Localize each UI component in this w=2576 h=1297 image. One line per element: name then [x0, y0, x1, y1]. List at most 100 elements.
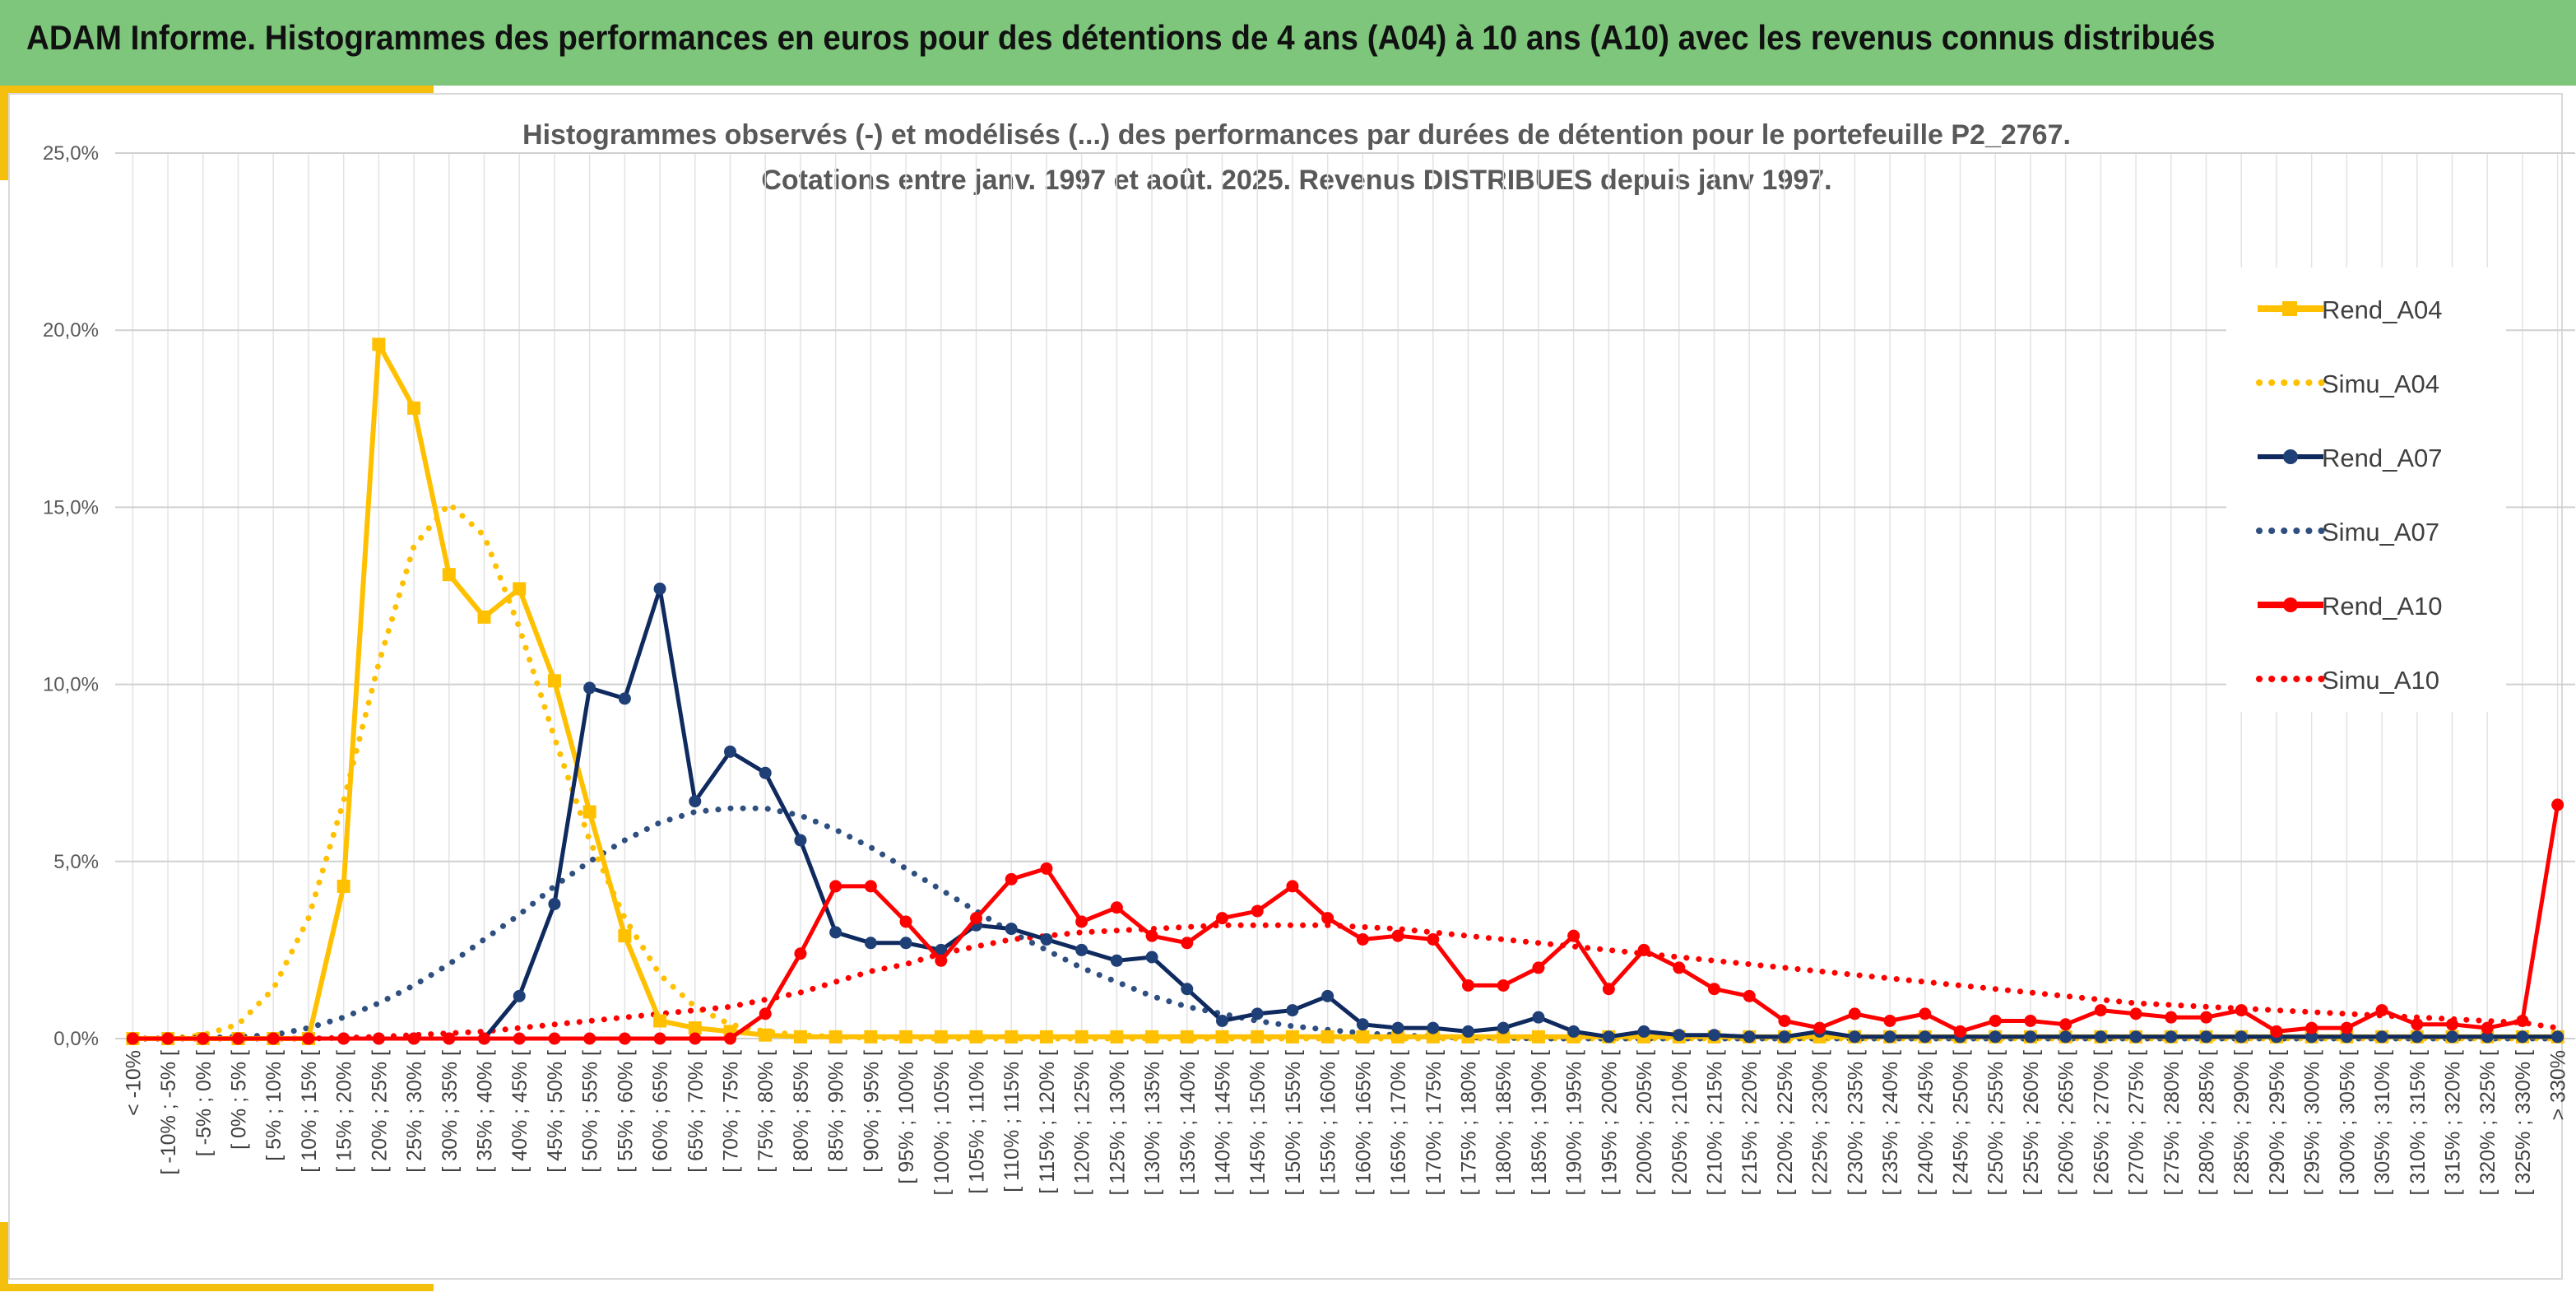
x-tick-label: [ 300% ; 305% [ [2336, 1050, 2359, 1196]
data-point-rend-a10 [1427, 932, 1440, 946]
x-tick-label: [ 140% ; 145% [ [1212, 1050, 1235, 1196]
data-point-rend-a10 [1181, 937, 1194, 950]
data-point-rend-a10 [899, 915, 912, 928]
series-line-rend-a07 [132, 586, 2558, 1041]
data-point-rend-a10 [2375, 1004, 2388, 1017]
legend-item-rend-a07: Rend_A07 [2226, 440, 2506, 473]
x-tick-label: [ 45% ; 50% [ [544, 1050, 567, 1173]
data-point-rend-a10 [2024, 1014, 2037, 1027]
header-banner: ADAM Informe. Histogrammes des performan… [0, 0, 2576, 86]
x-tick-label: [ -5% ; 0% [ [193, 1050, 216, 1156]
data-point-rend-a07 [1708, 1029, 1720, 1042]
legend: Rend_A04 Simu_A04 Rend_A07 Simu_A07 Rend… [2226, 267, 2506, 712]
data-point-rend-a04 [407, 401, 421, 415]
data-point-rend-a10 [1743, 989, 1756, 1002]
data-point-rend-a07 [1602, 1030, 1615, 1044]
data-point-rend-a07 [653, 582, 666, 595]
legend-label: Rend_A04 [2322, 295, 2443, 324]
legend-item-rend-a10: Rend_A10 [2226, 588, 2506, 621]
chart-frame [8, 93, 2563, 1280]
accent-bar-left-bottom [0, 1222, 8, 1291]
x-tick-label: [ 240% ; 245% [ [1915, 1050, 1938, 1196]
x-tick-label: [ 205% ; 210% [ [1669, 1050, 1692, 1196]
data-point-rend-a04 [618, 929, 632, 943]
data-point-rend-a10 [2446, 1018, 2458, 1031]
data-point-rend-a04 [1110, 1030, 1124, 1044]
data-point-rend-a07 [2129, 1030, 2142, 1044]
data-point-rend-a10 [267, 1032, 280, 1045]
x-tick-label: [ 35% ; 40% [ [474, 1050, 497, 1173]
x-tick-label: [ 215% ; 220% [ [1738, 1050, 1761, 1196]
legend-item-simu-a10: Simu_A10 [2226, 662, 2506, 695]
x-tick-label: [ 310% ; 315% [ [2407, 1050, 2430, 1196]
x-tick-label: [ 70% ; 75% [ [720, 1050, 743, 1173]
legend-label: Simu_A10 [2322, 666, 2440, 695]
data-point-rend-a07 [618, 692, 631, 705]
data-point-rend-a10 [1110, 901, 1123, 914]
legend-symbol-dotted [2256, 528, 2327, 534]
x-tick-label: [ 100% ; 105% [ [931, 1050, 954, 1196]
data-point-rend-a07 [1075, 943, 1088, 956]
x-tick-label: [ 5% ; 10% [ [262, 1050, 285, 1161]
data-point-rend-a07 [1567, 1025, 1580, 1038]
x-tick-label: [ 295% ; 300% [ [2301, 1050, 2324, 1196]
legend-symbol-solid-square [2258, 301, 2323, 316]
data-point-rend-a10 [126, 1032, 139, 1045]
x-tick-label: [ 230% ; 235% [ [1844, 1050, 1867, 1196]
x-tick-label: [ 235% ; 240% [ [1879, 1050, 1902, 1196]
data-point-rend-a07 [1532, 1011, 1545, 1024]
data-point-rend-a10 [2340, 1021, 2353, 1034]
data-point-rend-a10 [1251, 904, 1264, 918]
data-point-rend-a10 [759, 1007, 772, 1020]
data-point-rend-a07 [2551, 1030, 2564, 1044]
data-point-rend-a04 [372, 337, 386, 351]
data-point-rend-a10 [513, 1032, 526, 1045]
data-point-rend-a10 [618, 1032, 631, 1045]
x-tick-label: [ 165% ; 170% [ [1387, 1050, 1410, 1196]
data-point-rend-a07 [829, 926, 842, 939]
x-tick-label: [ 80% ; 85% [ [790, 1050, 813, 1173]
legend-symbol-solid-circle [2258, 597, 2323, 612]
data-point-rend-a10 [197, 1032, 210, 1045]
data-point-rend-a04 [442, 568, 456, 582]
x-tick-label: [ 305% ; 310% [ [2371, 1050, 2394, 1196]
data-point-rend-a10 [443, 1032, 456, 1045]
y-tick-label: 15,0% [43, 496, 99, 518]
grid [115, 152, 2575, 1039]
data-point-rend-a10 [1602, 983, 1615, 996]
data-point-rend-a10 [1532, 961, 1545, 974]
data-point-rend-a07 [794, 834, 807, 847]
data-point-rend-a07 [1005, 923, 1018, 936]
data-point-rend-a10 [2516, 1014, 2529, 1027]
data-point-rend-a04 [1180, 1030, 1194, 1044]
data-point-rend-a07 [1145, 951, 1158, 964]
x-tick-label: [ 75% ; 80% [ [754, 1050, 777, 1173]
legend-label: Simu_A07 [2322, 518, 2440, 546]
data-point-rend-a10 [2411, 1018, 2424, 1031]
legend-item-simu-a04: Simu_A04 [2226, 366, 2506, 399]
data-point-rend-a07 [548, 897, 561, 910]
data-point-rend-a04 [1215, 1030, 1229, 1044]
data-point-rend-a04 [793, 1030, 807, 1044]
data-point-rend-a07 [1778, 1030, 1791, 1044]
chart-subtitle: Cotations entre janv. 1997 et août. 2025… [761, 165, 1831, 196]
data-point-rend-a10 [864, 880, 877, 893]
data-point-rend-a10 [1321, 912, 1334, 925]
data-point-rend-a10 [1637, 943, 1650, 956]
series-line-rend-a04 [132, 342, 2558, 1041]
y-tick-label: 5,0% [53, 851, 99, 873]
data-point-rend-a10 [1005, 872, 1018, 886]
x-tick-label: [ 160% ; 165% [ [1352, 1050, 1375, 1196]
data-point-rend-a10 [161, 1032, 174, 1045]
data-point-rend-a07 [1251, 1007, 1264, 1020]
data-point-rend-a04 [1531, 1030, 1545, 1044]
x-tick-label: [ 150% ; 155% [ [1282, 1050, 1305, 1196]
accent-bar-left-top [0, 86, 8, 180]
x-tick-label: [ 280% ; 285% [ [2196, 1050, 2219, 1196]
x-tick-label: [ 170% ; 175% [ [1423, 1050, 1446, 1196]
data-point-rend-a10 [1356, 932, 1369, 946]
data-point-rend-a10 [653, 1032, 666, 1045]
data-point-rend-a10 [2305, 1021, 2318, 1034]
data-point-rend-a04 [759, 1028, 773, 1042]
data-point-rend-a07 [1216, 1014, 1228, 1027]
